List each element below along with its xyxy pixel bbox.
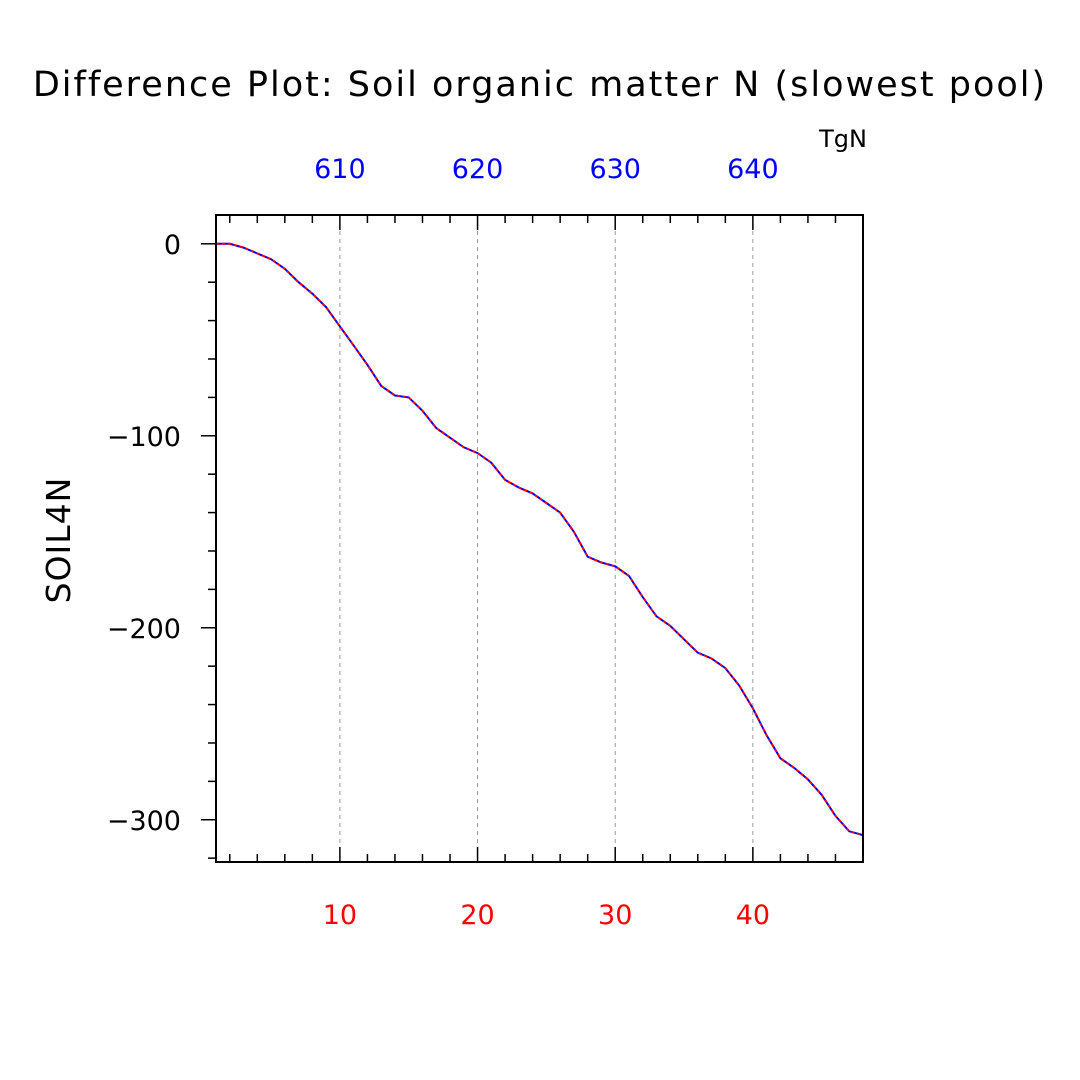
y-tick-label: −300 xyxy=(107,806,181,837)
tick-labels: 10 20 30 40 610 620 630 640 0 −100 −200 −300 xyxy=(107,154,779,931)
y-tick-label: −100 xyxy=(107,422,181,453)
series-lines xyxy=(216,242,864,837)
x-tick-label-top: 640 xyxy=(727,154,779,185)
x-tick-label-bottom: 20 xyxy=(460,900,494,931)
y-axis-label: SOIL4N xyxy=(39,477,78,604)
x-tick-label-bottom: 40 xyxy=(736,900,770,931)
x-tick-label-bottom: 30 xyxy=(598,900,632,931)
chart-title: Difference Plot: Soil organic matter N (… xyxy=(33,65,1047,105)
series-line-blue xyxy=(216,242,864,837)
y-tick-label: −200 xyxy=(107,614,181,645)
x-tick-label-top: 620 xyxy=(452,154,504,185)
series-line-red xyxy=(216,242,864,837)
x-tick-label-top: 630 xyxy=(589,154,641,185)
x-tick-label-top: 610 xyxy=(314,154,366,185)
units-label: TgN xyxy=(818,125,867,153)
y-tick-label: 0 xyxy=(164,230,181,261)
x-tick-label-bottom: 10 xyxy=(323,900,357,931)
plot-frame xyxy=(215,214,864,863)
axis-ticks xyxy=(201,215,864,862)
grid-lines xyxy=(339,215,754,862)
